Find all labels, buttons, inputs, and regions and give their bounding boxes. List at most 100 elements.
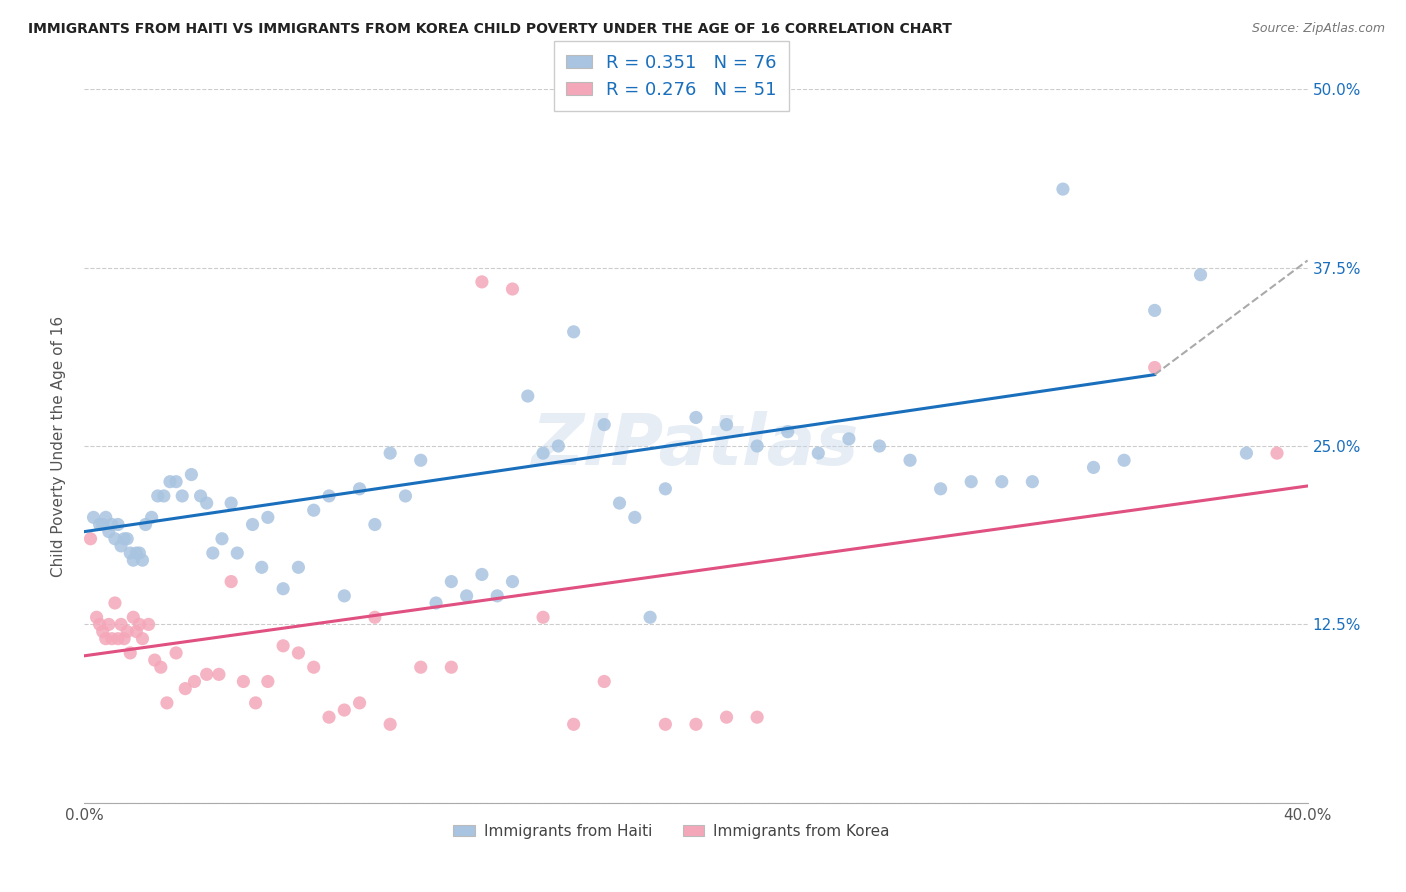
Point: [747, 710, 769, 724]
Point: [394, 489, 416, 503]
Text: IMMIGRANTS FROM HAITI VS IMMIGRANTS FROM KOREA CHILD POVERTY UNDER THE AGE OF 16: IMMIGRANTS FROM HAITI VS IMMIGRANTS FROM…: [28, 22, 952, 37]
Point: [333, 589, 356, 603]
Point: [94, 632, 117, 646]
Point: [107, 517, 129, 532]
Point: [165, 475, 187, 489]
Point: [1052, 182, 1074, 196]
Point: [115, 532, 138, 546]
Legend: Immigrants from Haiti, Immigrants from Korea: Immigrants from Haiti, Immigrants from K…: [447, 818, 896, 845]
Point: [654, 482, 676, 496]
Point: [128, 617, 150, 632]
Point: [685, 717, 707, 731]
Point: [86, 610, 108, 624]
Point: [257, 674, 280, 689]
Point: [716, 417, 738, 432]
Point: [1265, 446, 1288, 460]
Point: [201, 546, 224, 560]
Point: [219, 496, 242, 510]
Point: [208, 667, 231, 681]
Point: [128, 546, 150, 560]
Point: [471, 275, 494, 289]
Point: [89, 517, 111, 532]
Point: [1143, 360, 1166, 375]
Point: [531, 610, 554, 624]
Point: [562, 717, 585, 731]
Point: [101, 632, 124, 646]
Point: [120, 646, 142, 660]
Point: [624, 510, 647, 524]
Point: [115, 624, 138, 639]
Point: [195, 667, 218, 681]
Point: [104, 532, 127, 546]
Point: [91, 624, 114, 639]
Point: [250, 560, 273, 574]
Point: [107, 632, 129, 646]
Point: [562, 325, 585, 339]
Point: [302, 503, 325, 517]
Point: [638, 610, 661, 624]
Point: [302, 660, 325, 674]
Point: [219, 574, 242, 589]
Point: [685, 410, 707, 425]
Y-axis label: Child Poverty Under the Age of 16: Child Poverty Under the Age of 16: [51, 316, 66, 576]
Point: [425, 596, 447, 610]
Point: [716, 710, 738, 724]
Point: [195, 496, 218, 510]
Point: [242, 517, 264, 532]
Point: [287, 646, 309, 660]
Point: [349, 696, 371, 710]
Point: [153, 489, 176, 503]
Point: [112, 532, 135, 546]
Point: [747, 439, 769, 453]
Text: Source: ZipAtlas.com: Source: ZipAtlas.com: [1251, 22, 1385, 36]
Point: [125, 624, 148, 639]
Point: [149, 660, 172, 674]
Point: [180, 467, 202, 482]
Point: [94, 510, 117, 524]
Point: [271, 639, 294, 653]
Point: [409, 453, 432, 467]
Text: ZIPatlas: ZIPatlas: [533, 411, 859, 481]
Point: [898, 453, 921, 467]
Point: [807, 446, 830, 460]
Point: [131, 632, 153, 646]
Point: [120, 546, 142, 560]
Point: [380, 446, 402, 460]
Point: [159, 475, 181, 489]
Point: [364, 517, 387, 532]
Point: [190, 489, 212, 503]
Point: [174, 681, 197, 696]
Point: [226, 546, 249, 560]
Point: [138, 617, 160, 632]
Point: [502, 282, 524, 296]
Point: [502, 574, 524, 589]
Point: [183, 674, 205, 689]
Point: [143, 653, 166, 667]
Point: [1236, 446, 1258, 460]
Point: [409, 660, 432, 674]
Point: [141, 510, 163, 524]
Point: [593, 417, 616, 432]
Point: [929, 482, 952, 496]
Point: [516, 389, 538, 403]
Point: [79, 532, 101, 546]
Point: [89, 617, 111, 632]
Point: [122, 610, 145, 624]
Point: [135, 517, 157, 532]
Point: [1021, 475, 1043, 489]
Point: [380, 717, 402, 731]
Point: [97, 617, 120, 632]
Point: [593, 674, 616, 689]
Point: [271, 582, 294, 596]
Point: [547, 439, 569, 453]
Point: [776, 425, 799, 439]
Point: [91, 517, 114, 532]
Point: [165, 646, 187, 660]
Point: [1114, 453, 1136, 467]
Point: [122, 553, 145, 567]
Point: [211, 532, 233, 546]
Point: [838, 432, 860, 446]
Point: [287, 560, 309, 574]
Point: [486, 589, 509, 603]
Point: [318, 710, 340, 724]
